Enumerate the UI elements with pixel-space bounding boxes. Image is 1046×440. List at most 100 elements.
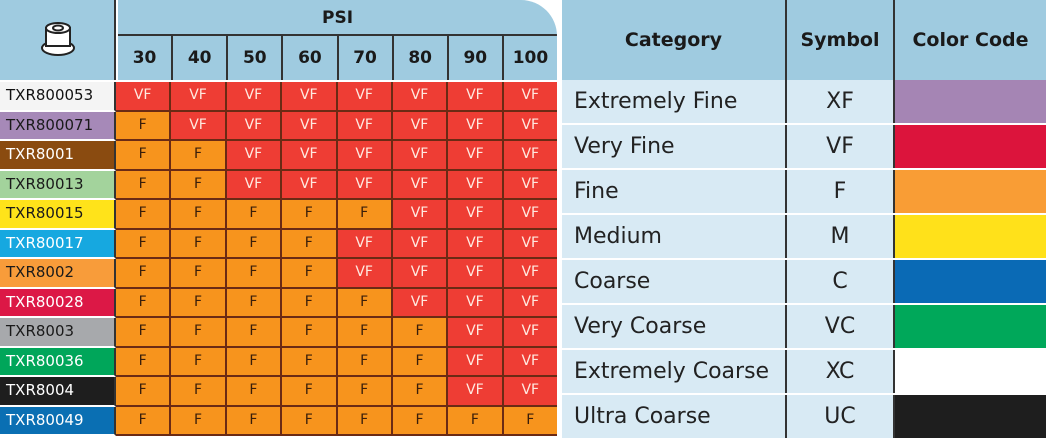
droplet-cell: VF [503, 141, 557, 171]
droplet-cell: F [282, 259, 338, 289]
droplet-cell: F [226, 406, 283, 436]
pressure-col-header: 30 [118, 36, 174, 80]
category-label: Medium [562, 215, 787, 258]
droplet-cell: F [282, 347, 338, 377]
legend-row: Fine F [562, 170, 1046, 215]
droplet-cell: F [337, 200, 393, 230]
droplet-cell: VF [392, 170, 449, 200]
pressure-col-header: 40 [173, 36, 229, 80]
category-label: Ultra Coarse [562, 395, 787, 438]
symbol-label: F [787, 170, 895, 213]
category-label: Fine [562, 170, 787, 213]
nozzle-row: TXR80036 F F F F F F VF VF [0, 347, 557, 377]
nozzle-row: TXR8002 F F F F VF VF VF VF [0, 259, 557, 289]
droplet-cell: F [171, 229, 227, 259]
symbol-label: XC [787, 350, 895, 393]
droplet-cell: VF [392, 229, 449, 259]
nozzle-row: TXR8003 F F F F F F VF VF [0, 318, 557, 348]
color-swatch [895, 260, 1046, 303]
droplet-cell: VF [503, 229, 557, 259]
droplet-cell: VF [282, 170, 338, 200]
droplet-cell: VF [448, 347, 504, 377]
nozzle-row: TXR80013 F F VF VF VF VF VF VF [0, 170, 557, 200]
category-label: Very Fine [562, 125, 787, 168]
symbol-label: UC [787, 395, 895, 438]
color-swatch [895, 395, 1046, 438]
droplet-cell: VF [282, 141, 338, 171]
droplet-cell: VF [226, 141, 283, 171]
symbol-label: C [787, 260, 895, 303]
droplet-cell: F [337, 406, 393, 436]
droplet-cell: F [282, 200, 338, 230]
droplet-size-table: PSI 30 40 50 60 70 80 90 100 TXR800053 VF VF VF VF V… [0, 0, 557, 436]
droplet-cell: VF [448, 377, 504, 407]
nozzle-model-label: TXR8001 [0, 141, 116, 171]
droplet-cell: F [226, 347, 283, 377]
nozzle-model-label: TXR80049 [0, 406, 116, 436]
droplet-cell: F [116, 141, 172, 171]
symbol-header: Symbol [787, 0, 895, 80]
droplet-cell: VF [503, 377, 557, 407]
nozzle-model-label: TXR80028 [0, 288, 116, 318]
droplet-cell: VF [503, 288, 557, 318]
droplet-cell: VF [282, 82, 338, 112]
symbol-label: VF [787, 125, 895, 168]
nozzle-model-label: TXR80017 [0, 229, 116, 259]
color-swatch [895, 125, 1046, 168]
nozzle-model-label: TXR8004 [0, 377, 116, 407]
color-swatch [895, 305, 1046, 348]
droplet-cell: VF [503, 347, 557, 377]
droplet-cell: F [171, 200, 227, 230]
nozzle-model-label: TXR80015 [0, 200, 116, 230]
color-swatch [895, 350, 1046, 393]
droplet-cell: F [337, 288, 393, 318]
droplet-cell: F [226, 288, 283, 318]
droplet-cell: F [171, 318, 227, 348]
pressure-col-header: 100 [503, 36, 557, 80]
droplet-cell: F [171, 377, 227, 407]
nozzle-rows: TXR800053 VF VF VF VF VF VF VF VF TXR800071 F VF VF V… [0, 82, 557, 436]
legend-row: Very Fine VF [562, 125, 1046, 170]
droplet-cell: VF [448, 111, 504, 141]
droplet-cell: VF [503, 200, 557, 230]
droplet-cell: VF [116, 82, 172, 112]
droplet-cell: F [226, 377, 283, 407]
legend-row: Medium M [562, 215, 1046, 260]
droplet-cell: F [171, 288, 227, 318]
nozzle-model-label: TXR8003 [0, 318, 116, 348]
nozzle-row: TXR80028 F F F F F VF VF VF [0, 288, 557, 318]
nozzle-model-label: TXR80036 [0, 347, 116, 377]
droplet-cell: VF [448, 141, 504, 171]
droplet-cell: VF [392, 288, 449, 318]
nozzle-row: TXR8004 F F F F F F VF VF [0, 377, 557, 407]
pressure-col-header: 90 [448, 36, 504, 80]
droplet-cell: VF [392, 111, 449, 141]
droplet-cell: F [392, 318, 449, 348]
droplet-cell: VF [337, 82, 393, 112]
droplet-cell: F [282, 288, 338, 318]
droplet-cell: VF [337, 229, 393, 259]
legend-table: Category Symbol Color Code Extremely Fin… [562, 0, 1046, 440]
symbol-label: XF [787, 80, 895, 123]
droplet-cell: VF [448, 200, 504, 230]
nozzle-model-label: TXR8002 [0, 259, 116, 289]
droplet-cell: VF [503, 259, 557, 289]
droplet-cell: VF [448, 288, 504, 318]
pressure-col-header: 50 [228, 36, 284, 80]
droplet-cell: F [171, 170, 227, 200]
droplet-cell: VF [448, 229, 504, 259]
color-swatch [895, 80, 1046, 123]
legend-row: Ultra Coarse UC [562, 395, 1046, 440]
color-swatch [895, 170, 1046, 213]
droplet-cell: VF [392, 200, 449, 230]
droplet-cell: F [392, 377, 449, 407]
legend-rows: Extremely Fine XF Very Fine VF Fine F Medium M C… [562, 80, 1046, 440]
nozzle-row: TXR80049 F F F F F F F F [0, 406, 557, 436]
droplet-cell: VF [171, 82, 227, 112]
droplet-cell: VF [392, 141, 449, 171]
droplet-cell: F [116, 288, 172, 318]
nozzle-model-label: TXR80013 [0, 170, 116, 200]
droplet-cell: F [226, 318, 283, 348]
droplet-cell: F [337, 377, 393, 407]
droplet-cell: F [226, 200, 283, 230]
